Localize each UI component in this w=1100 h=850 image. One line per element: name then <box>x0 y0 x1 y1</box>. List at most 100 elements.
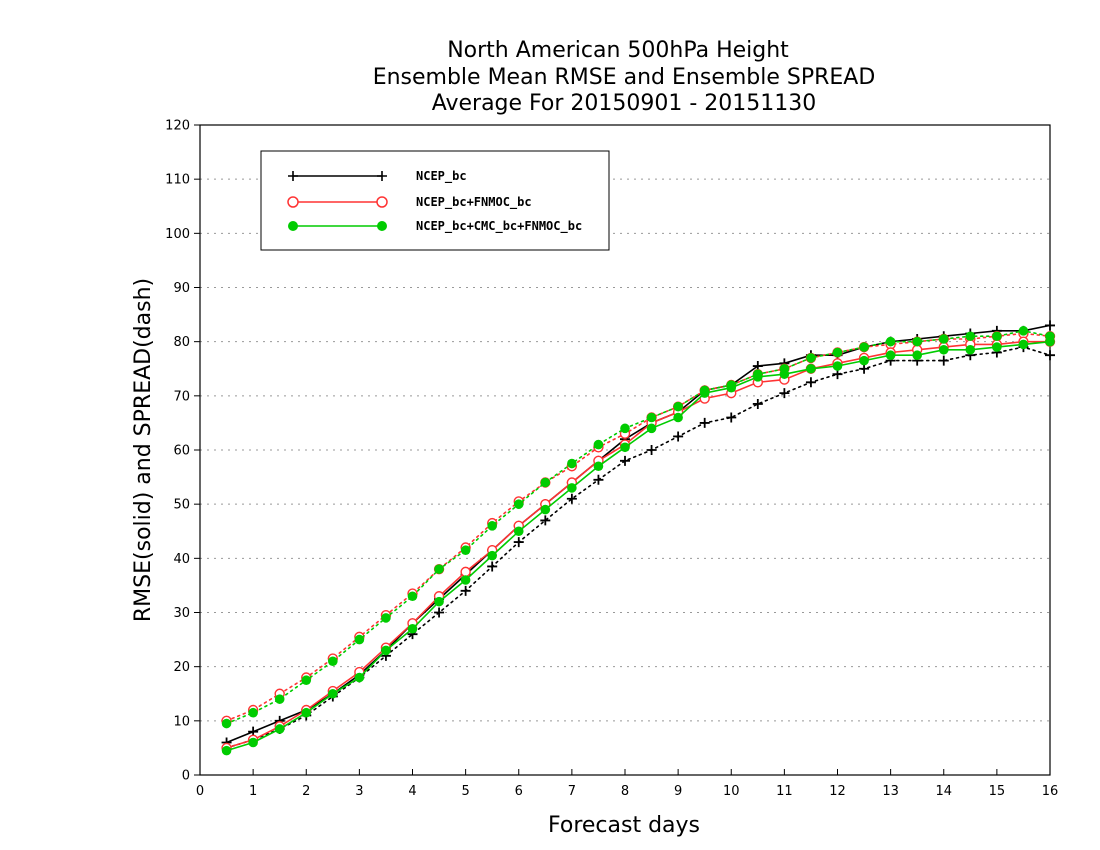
data-point-ncep-bc-cmc-bc-fnmoc-bc-spread <box>646 412 657 423</box>
data-point-ncep-bc-cmc-bc-fnmoc-bc-rmse <box>832 361 843 371</box>
data-point-ncep-bc-cmc-bc-fnmoc-bc-rmse <box>753 372 763 382</box>
data-point-ncep-bc-spread <box>779 388 790 399</box>
data-point-ncep-bc-cmc-bc-fnmoc-bc-rmse <box>620 442 630 453</box>
data-point-ncep-bc-spread <box>487 561 498 572</box>
x-tick-label: 4 <box>408 784 416 799</box>
data-point-ncep-bc-cmc-bc-fnmoc-bc-spread <box>221 718 232 729</box>
data-point-ncep-bc-cmc-bc-fnmoc-bc-spread <box>1018 326 1029 336</box>
x-tick-label: 1 <box>249 784 257 799</box>
data-point-ncep-bc-cmc-bc-fnmoc-bc-rmse <box>487 550 497 561</box>
x-tick-label: 2 <box>302 784 310 799</box>
data-point-ncep-bc-cmc-bc-fnmoc-bc-rmse <box>221 745 232 756</box>
data-point-ncep-bc-cmc-bc-fnmoc-bc-rmse <box>460 575 471 585</box>
data-point-ncep-bc-cmc-bc-fnmoc-bc-spread <box>487 521 497 531</box>
data-point-ncep-bc-cmc-bc-fnmoc-bc-rmse <box>567 483 577 493</box>
data-point-ncep-bc-cmc-bc-fnmoc-bc-rmse <box>1045 336 1055 347</box>
legend: NCEP_bc NCEP_bc+FNMOC_bc NCEP_bc+CMC_bc+… <box>260 150 610 251</box>
y-axis-label: RMSE(solid) and SPREAD(dash) <box>131 278 156 622</box>
series-ncep-bc-cmc-bc-fnmoc-bc-rmse-line <box>226 340 1051 752</box>
x-tick-label: 0 <box>196 784 204 799</box>
data-point-ncep-bc-cmc-bc-fnmoc-bc-spread <box>673 401 683 412</box>
data-point-ncep-bc-cmc-bc-fnmoc-bc-rmse <box>328 688 338 699</box>
data-point-ncep-bc-spread <box>752 398 763 409</box>
chart-title-line-1: North American 500hPa Height <box>447 38 789 63</box>
x-axis-label: Forecast days <box>548 813 700 838</box>
y-tick-label: 60 <box>173 444 190 459</box>
data-point-ncep-bc-cmc-bc-fnmoc-bc-spread <box>832 347 843 358</box>
data-point-ncep-bc-cmc-bc-fnmoc-bc-spread <box>407 591 418 602</box>
data-point-ncep-bc-cmc-bc-fnmoc-bc-rmse <box>274 724 285 734</box>
legend-marker-open-circle-icon <box>376 196 388 208</box>
data-point-ncep-bc-cmc-bc-fnmoc-bc-spread <box>274 694 285 704</box>
x-tick-label: 6 <box>515 784 523 799</box>
data-point-ncep-bc-cmc-bc-fnmoc-bc-spread <box>540 477 551 488</box>
x-axis: 0 1 2 3 4 5 6 7 8 9 10 11 12 13 14 15 16 <box>196 769 1058 799</box>
chart-title-line-2: Ensemble Mean RMSE and Ensemble SPREAD <box>373 65 876 90</box>
x-tick-label: 7 <box>568 784 576 799</box>
data-point-ncep-bc-cmc-bc-fnmoc-bc-rmse <box>779 369 790 379</box>
legend-label-ncep-cmc-fnmoc: NCEP_bc+CMC_bc+FNMOC_bc <box>416 219 582 234</box>
data-point-ncep-bc-cmc-bc-fnmoc-bc-spread <box>912 336 922 347</box>
data-point-ncep-bc-cmc-bc-fnmoc-bc-spread <box>248 707 258 718</box>
x-tick-label: 5 <box>461 784 469 799</box>
data-point-ncep-bc-cmc-bc-fnmoc-bc-rmse <box>965 344 976 355</box>
data-point-ncep-bc-cmc-bc-fnmoc-bc-spread <box>938 334 949 344</box>
data-point-ncep-bc-spread <box>460 585 471 596</box>
x-tick-label: 12 <box>829 784 846 799</box>
series-ncep-bc-rmse-line <box>226 324 1051 744</box>
y-tick-label: 110 <box>165 173 190 188</box>
legend-box <box>260 150 610 251</box>
y-tick-label: 40 <box>173 552 190 567</box>
x-tick-label: 11 <box>776 784 793 799</box>
data-point-ncep-bc-cmc-bc-fnmoc-bc-spread <box>992 331 1002 342</box>
y-tick-label: 20 <box>173 660 190 675</box>
data-point-ncep-bc-cmc-bc-fnmoc-bc-spread <box>354 634 365 645</box>
data-point-ncep-bc-spread <box>938 355 949 366</box>
data-point-ncep-bc-spread <box>593 474 604 485</box>
data-point-ncep-bc-cmc-bc-fnmoc-bc-spread <box>965 331 976 342</box>
y-tick-label: 80 <box>173 335 190 350</box>
data-point-ncep-bc-cmc-bc-fnmoc-bc-rmse <box>1018 339 1029 350</box>
data-point-ncep-bc-spread <box>646 445 657 455</box>
data-point-ncep-bc-spread <box>699 417 710 428</box>
legend-marker-plus-icon <box>288 171 387 181</box>
legend-marker-open-circle-icon <box>287 196 299 208</box>
data-point-ncep-bc-cmc-bc-fnmoc-bc-spread <box>620 423 630 434</box>
legend-label-ncep-fnmoc: NCEP_bc+FNMOC_bc <box>416 195 532 210</box>
y-tick-label: 120 <box>165 119 190 134</box>
x-tick-label: 9 <box>674 784 682 799</box>
data-point-ncep-bc-fnmoc-bc-rmse <box>460 566 471 578</box>
x-tick-label: 10 <box>723 784 740 799</box>
data-point-ncep-bc-cmc-bc-fnmoc-bc-spread <box>301 675 312 686</box>
data-point-ncep-bc-spread <box>673 431 684 442</box>
data-point-ncep-bc-cmc-bc-fnmoc-bc-spread <box>460 545 471 556</box>
series-layer <box>221 320 1056 756</box>
data-point-ncep-bc-spread <box>540 515 551 526</box>
data-point-ncep-bc-cmc-bc-fnmoc-bc-spread <box>513 499 524 509</box>
legend-label-ncep-bc: NCEP_bc <box>416 169 467 184</box>
data-point-ncep-bc-cmc-bc-fnmoc-bc-spread <box>885 336 896 347</box>
data-point-ncep-bc-cmc-bc-fnmoc-bc-rmse <box>381 645 391 656</box>
series-ncep-bc-fnmoc-bc-rmse-line <box>226 340 1050 749</box>
data-point-ncep-bc-cmc-bc-fnmoc-bc-spread <box>593 439 604 450</box>
y-tick-label: 0 <box>182 769 190 784</box>
y-tick-label: 10 <box>173 714 190 729</box>
chart-title-line-3: Average For 20150901 - 20151130 <box>432 91 817 116</box>
x-tick-label: 3 <box>355 784 363 799</box>
x-tick-label: 14 <box>935 784 952 799</box>
legend-marker-filled-circle-icon <box>288 221 298 231</box>
x-tick-label: 15 <box>989 784 1006 799</box>
y-tick-label: 100 <box>165 227 190 242</box>
data-point-ncep-bc-cmc-bc-fnmoc-bc-rmse <box>593 461 604 472</box>
data-point-ncep-bc-cmc-bc-fnmoc-bc-spread <box>859 342 869 352</box>
data-point-ncep-bc-cmc-bc-fnmoc-bc-rmse <box>673 412 683 423</box>
data-point-ncep-bc-cmc-bc-fnmoc-bc-rmse <box>885 350 896 361</box>
data-point-ncep-bc-spread <box>805 377 816 388</box>
data-point-ncep-bc-spread <box>566 493 577 504</box>
data-point-ncep-bc-spread <box>726 412 737 423</box>
data-point-ncep-bc-spread <box>434 607 445 618</box>
y-tick-label: 70 <box>173 389 190 404</box>
y-tick-label: 90 <box>173 281 190 296</box>
y-axis: 0 10 20 30 40 50 60 70 80 90 100 110 120 <box>165 119 200 784</box>
data-point-ncep-bc-cmc-bc-fnmoc-bc-rmse <box>540 504 551 515</box>
